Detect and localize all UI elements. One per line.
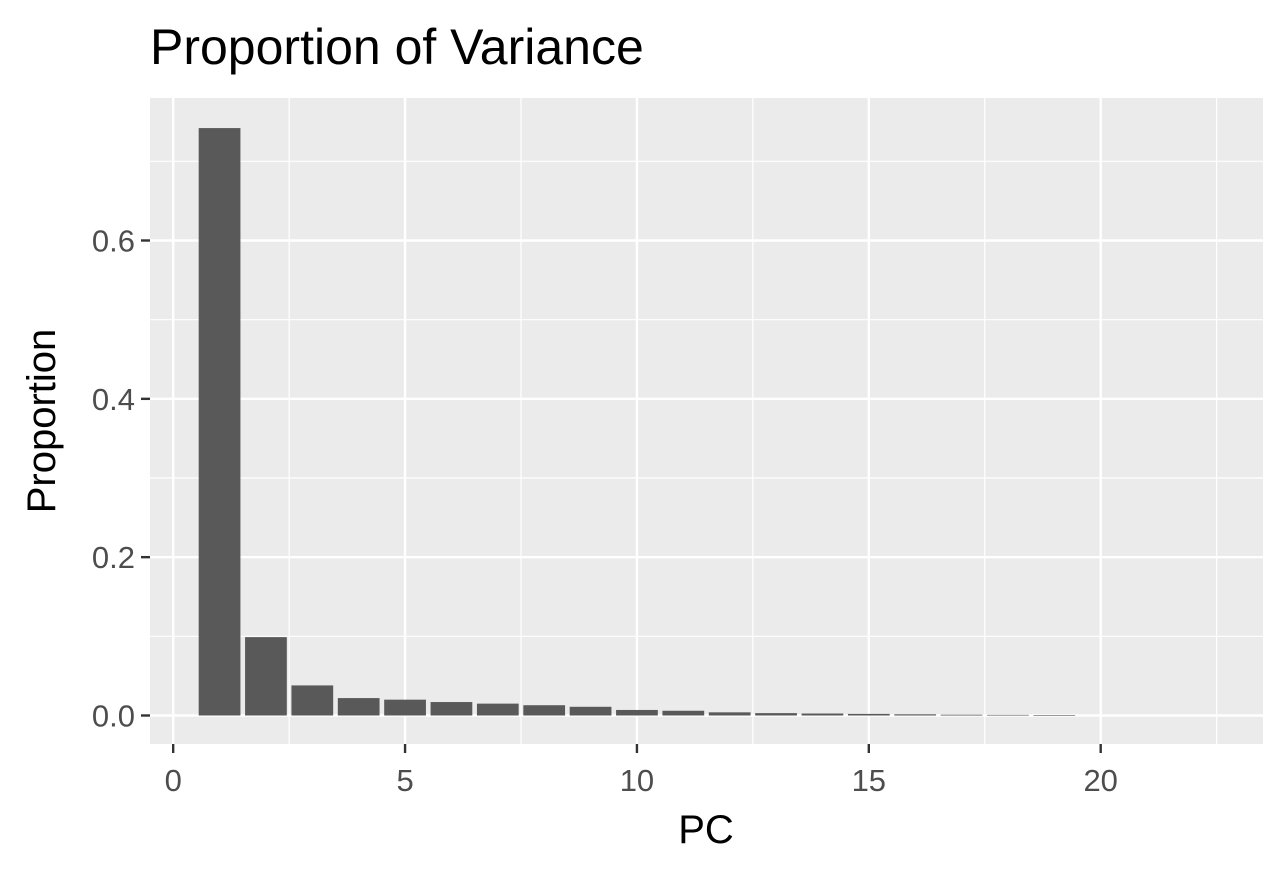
bar-pc-13 [755,713,797,716]
bar-pc-12 [708,712,751,716]
y-tick-label: 0.6 [92,224,135,259]
bar-pc-14 [801,713,844,716]
bar-pc-8 [523,705,566,716]
grid-minor [150,98,1263,744]
x-tick-label: 10 [620,763,654,798]
y-axis-title: Proportion [20,329,64,514]
bar-pc-11 [662,710,705,716]
bar-pc-3 [291,685,334,716]
bar-pc-7 [476,703,519,716]
bar-pc-19 [1033,715,1076,716]
y-axis: 0.0 0.2 0.4 0.6 [92,224,150,734]
x-tick-label: 0 [165,763,182,798]
x-tick-label: 5 [396,763,413,798]
bar-pc-10 [616,709,658,716]
bar-pc-15 [847,713,890,716]
bar-pc-16 [894,714,937,716]
x-axis: 0 5 10 15 20 [165,744,1118,798]
bar-pc-1 [198,128,241,716]
bar-pc-5 [384,699,426,716]
bar-pc-6 [430,702,473,716]
bar-pc-17 [940,714,983,716]
x-tick-label: 20 [1083,763,1117,798]
chart-title: Proportion of Variance [150,19,644,75]
bar-pc-9 [569,706,612,716]
x-axis-title: PC [678,808,734,852]
y-tick-label: 0.4 [92,382,135,417]
bar-pc-4 [337,698,380,716]
y-tick-label: 0.2 [92,540,135,575]
grid-major [150,98,1263,744]
bar-pc-2 [245,637,287,716]
bars [198,128,1076,716]
bar-pc-18 [987,714,1029,716]
y-tick-label: 0.0 [92,699,135,734]
x-tick-label: 15 [852,763,886,798]
plot-panel [150,98,1263,744]
